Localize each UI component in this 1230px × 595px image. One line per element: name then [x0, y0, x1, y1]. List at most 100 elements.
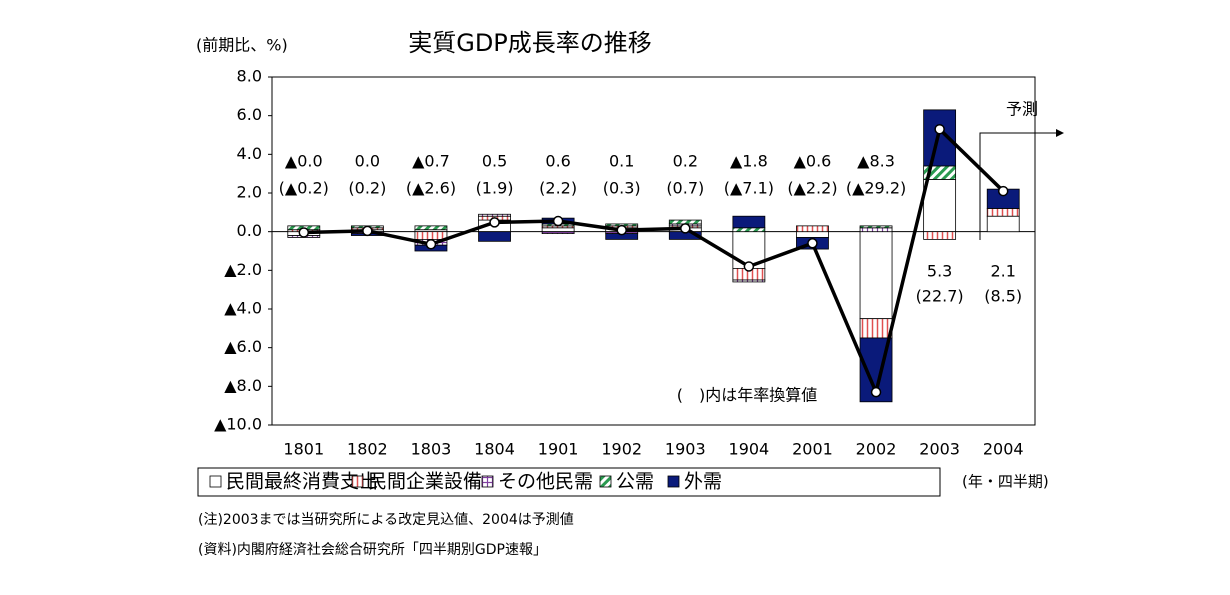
gdp-point	[743, 261, 755, 272]
x-tick-label: 1804	[474, 440, 515, 459]
bar-segment	[414, 231, 448, 240]
annotation: ( )内は年率換算値	[677, 386, 818, 405]
gdp-point	[362, 225, 373, 237]
legend	[197, 467, 941, 497]
bar-segment	[478, 231, 511, 242]
annual-label: (8.5)	[984, 287, 1022, 306]
annual-label: (0.3)	[603, 179, 641, 198]
annual-label: (1.9)	[476, 179, 514, 198]
bar-segment	[732, 279, 766, 283]
gdp-point	[870, 386, 882, 398]
y-tick-label: 8.0	[237, 67, 262, 86]
annual-label: (▲0.2)	[279, 179, 329, 198]
bar-segment	[986, 208, 1020, 217]
legend-swatch	[599, 475, 612, 488]
bar-segment	[414, 225, 448, 231]
gdp-line	[303, 125, 1005, 398]
bar-segment	[478, 213, 511, 217]
x-tick-label: 1803	[411, 440, 452, 459]
y-tick-label: 6.0	[237, 105, 262, 124]
plot-area	[271, 76, 1036, 426]
x-tick-label: 2004	[983, 440, 1024, 459]
x-tick-label: 1901	[538, 440, 579, 459]
gdp-point	[298, 227, 310, 238]
legend-swatch	[667, 475, 680, 488]
x-tick-label: 2002	[856, 440, 897, 459]
legend-label: その他民需	[498, 471, 593, 493]
legend-label: 民間最終消費支出	[226, 471, 378, 493]
legend-label: 公需	[616, 471, 654, 493]
bar-segment	[541, 227, 575, 233]
annual-label: (▲2.6)	[406, 179, 456, 198]
forecast-label: 予測	[1006, 100, 1038, 119]
chart-title: 実質GDP成長率の推移	[408, 29, 652, 57]
annual-label: (▲7.1)	[724, 179, 774, 198]
bar-segment	[859, 231, 893, 320]
gdp-point	[997, 185, 1009, 197]
annual-label: (▲29.2)	[846, 179, 906, 198]
data-label: ▲8.3	[857, 152, 895, 171]
x-tick-label: 1904	[729, 440, 770, 459]
gdp-point	[425, 238, 437, 250]
x-tick-label: 2003	[919, 440, 960, 459]
data-label: ▲0.7	[412, 152, 450, 171]
gdp-point	[680, 223, 691, 234]
gdp-point	[934, 123, 945, 135]
x-tick-label: 1802	[347, 440, 388, 459]
x-tick-label: 1902	[601, 440, 642, 459]
data-label: 0.0	[355, 152, 380, 171]
bar-segment	[923, 231, 957, 240]
y-tick-label: ▲6.0	[224, 337, 262, 356]
y-tick-label: ▲2.0	[224, 260, 262, 279]
forecast-arrow	[979, 129, 1064, 240]
annual-label: (22.7)	[916, 287, 964, 306]
bar-segment	[859, 225, 893, 229]
bar-segment	[732, 215, 766, 229]
y-tick-label: 4.0	[237, 144, 262, 163]
y-tick-label: 2.0	[237, 183, 262, 202]
source: (資料)内閣府経済社会総合研究所「四半期別GDP速報」	[198, 542, 547, 558]
data-label: 0.1	[609, 152, 634, 171]
data-label: 0.2	[673, 152, 698, 171]
data-label: 2.1	[990, 262, 1015, 281]
bar-segment	[986, 215, 1020, 233]
data-label: 0.6	[545, 152, 570, 171]
annual-label: (2.2)	[539, 179, 577, 198]
y-tick-label: ▲8.0	[224, 376, 262, 395]
y-tick-label: ▲4.0	[224, 299, 262, 318]
gdp-point	[616, 224, 627, 236]
legend-swatch	[209, 475, 222, 488]
bar-segment	[796, 225, 829, 233]
legend-swatch	[351, 475, 364, 488]
data-label: 5.3	[927, 262, 952, 281]
y-axis-label: (前期比、%)	[196, 36, 288, 55]
x-tick-label: 1801	[283, 440, 324, 459]
legend-label: 外需	[684, 471, 722, 493]
annual-label: (0.2)	[348, 179, 386, 198]
bar-segment	[541, 231, 575, 235]
data-label: 0.5	[482, 152, 507, 171]
data-label: ▲1.8	[730, 152, 768, 171]
y-tick-label: ▲10.0	[214, 415, 262, 434]
gdp-point	[552, 215, 564, 227]
gdp-point	[807, 238, 818, 249]
data-label: ▲0.0	[285, 152, 323, 171]
x-tick-label: 1903	[665, 440, 706, 459]
x-axis-label: (年・四半期)	[962, 473, 1049, 491]
data-label: ▲0.6	[794, 152, 832, 171]
bar-segment	[796, 231, 829, 238]
gdp-point	[489, 217, 500, 228]
note: (注)2003までは当研究所による改定見込値、2004は予測値	[198, 512, 574, 528]
legend-swatch	[481, 475, 494, 488]
bar-segment	[859, 227, 893, 233]
bar-segment	[732, 227, 766, 233]
bar-segment	[923, 179, 957, 233]
legend-label: 民間企業設備	[368, 471, 482, 493]
y-tick-label: 0.0	[237, 221, 262, 240]
bar-segment	[859, 318, 893, 339]
annual-label: (▲2.2)	[787, 179, 837, 198]
x-tick-label: 2001	[792, 440, 833, 459]
annual-label: (0.7)	[666, 179, 704, 198]
